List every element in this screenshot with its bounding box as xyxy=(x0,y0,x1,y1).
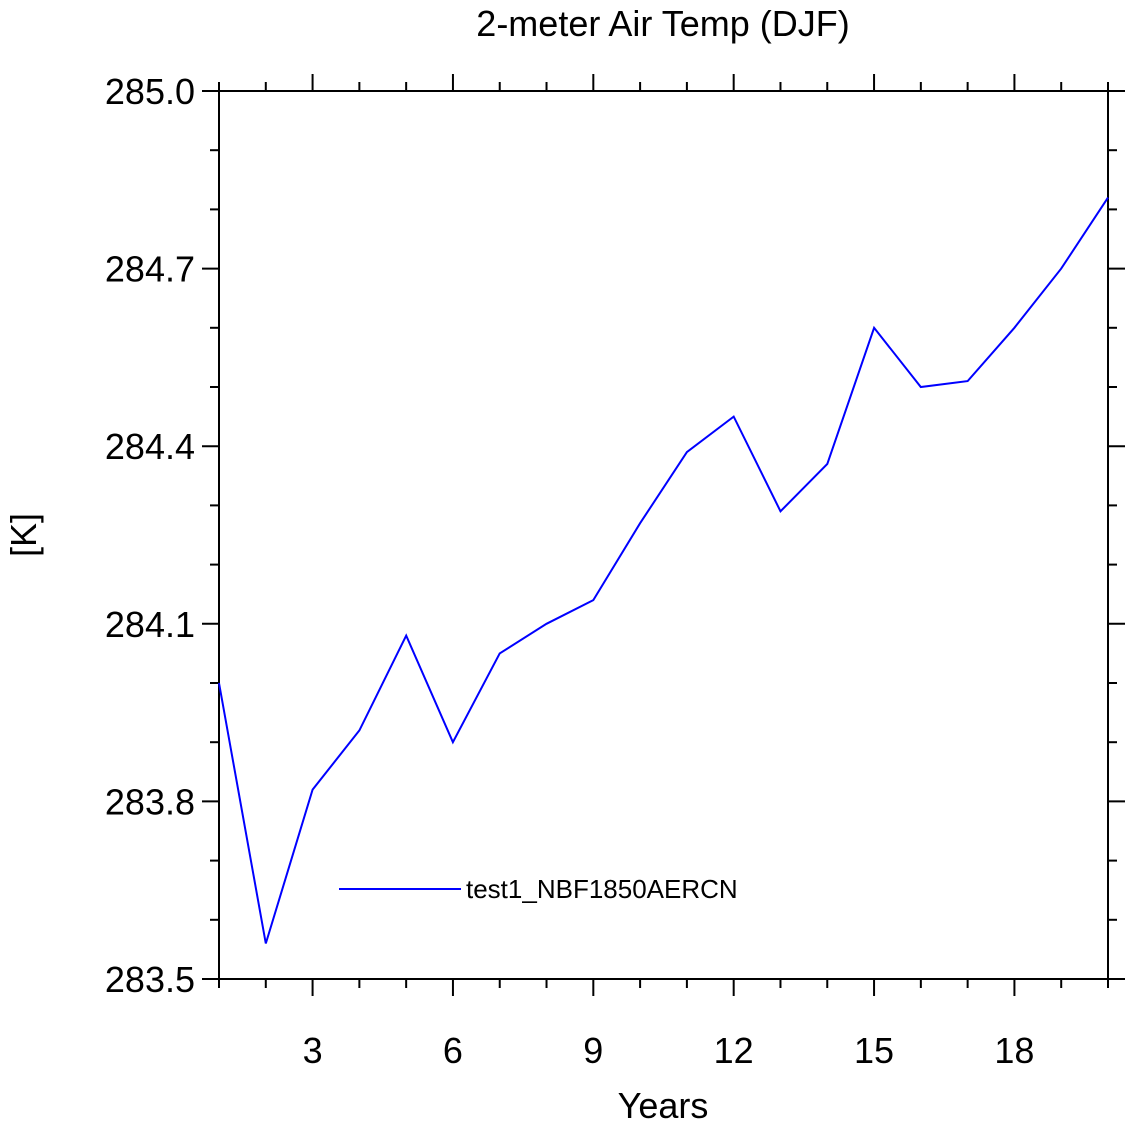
series-line xyxy=(218,197,1109,944)
y-tick-label: 285.0 xyxy=(105,71,195,112)
y-axis-label: [K] xyxy=(3,513,44,557)
axes xyxy=(218,90,1109,980)
x-tick-label: 3 xyxy=(303,1030,323,1071)
data-series xyxy=(218,197,1109,944)
y-tick-label: 283.8 xyxy=(105,781,195,822)
x-tick-label: 18 xyxy=(994,1030,1034,1071)
y-tick-label: 284.4 xyxy=(105,426,195,467)
y-tick-label: 283.5 xyxy=(105,959,195,1000)
x-tick-label: 6 xyxy=(443,1030,463,1071)
chart-title: 2-meter Air Temp (DJF) xyxy=(476,3,849,44)
y-tick-label: 284.7 xyxy=(105,249,195,290)
x-tick-label: 12 xyxy=(714,1030,754,1071)
plot-frame xyxy=(218,90,1109,980)
x-tick-label: 9 xyxy=(583,1030,603,1071)
ticks: 3 6 9 12 15 18 283.5 283.8 284.1 284.4 284.7 285.0 xyxy=(105,71,1125,1071)
x-tick-label: 15 xyxy=(854,1030,894,1071)
legend: test1_NBF1850AERCN xyxy=(339,874,738,904)
legend-label: test1_NBF1850AERCN xyxy=(466,874,738,904)
y-tick-label: 284.1 xyxy=(105,604,195,645)
x-axis-label: Years xyxy=(618,1085,709,1126)
